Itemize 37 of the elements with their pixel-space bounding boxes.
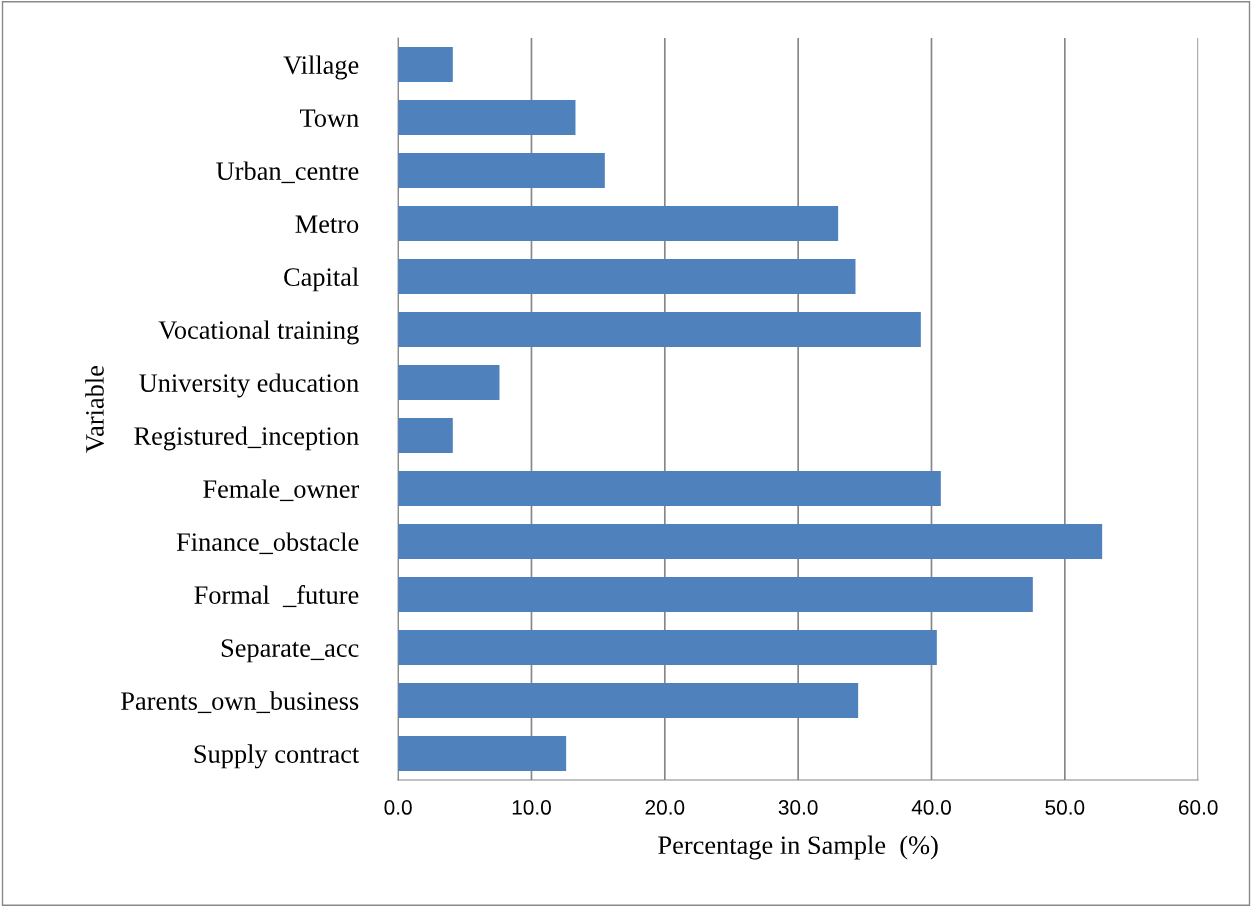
bar (398, 683, 859, 719)
x-tick-label: 60.0 (1178, 800, 1218, 815)
x-tick-label: 10.0 (512, 800, 551, 815)
bar (398, 365, 500, 401)
bar (398, 524, 1103, 560)
y-tick-label: Town (300, 109, 359, 127)
bar (398, 153, 605, 189)
bar (398, 577, 1033, 613)
y-tick-label: Registured_inception (134, 426, 359, 451)
x-tick-label: 50.0 (1045, 800, 1085, 815)
y-tick-label: University education (139, 373, 359, 398)
y-tick-label: Finance_obstacle (176, 532, 359, 555)
x-tick-label: 40.0 (911, 800, 951, 815)
y-tick-label: Capital (284, 267, 359, 292)
x-axis-title: Percentage in Sample (%) (658, 835, 938, 860)
bar (398, 259, 856, 295)
y-tick-label: Metro (295, 215, 359, 233)
y-tick-label: Village (283, 55, 359, 80)
bar (398, 206, 839, 242)
bar (398, 100, 576, 136)
bar (398, 418, 453, 454)
y-tick-label: Female_owner (203, 479, 360, 502)
bar (398, 736, 567, 772)
y-tick-label: Urban_centre (216, 161, 359, 184)
y-axis-title: Variable (85, 366, 104, 453)
y-tick-label: Vocational training (158, 320, 359, 345)
bar (398, 47, 453, 83)
bar (398, 630, 937, 666)
x-tick-label: 0.0 (384, 800, 412, 815)
y-tick-label: Parents_own_business (121, 691, 359, 714)
x-tick-label: 30.0 (778, 800, 818, 815)
y-tick-label: Supply contract (194, 744, 360, 769)
bar (398, 471, 941, 507)
y-tick-label: Formal _future (194, 585, 359, 608)
y-tick-label: Separate_acc (221, 639, 359, 663)
x-tick-label: 20.0 (645, 800, 685, 815)
bar (398, 312, 921, 348)
